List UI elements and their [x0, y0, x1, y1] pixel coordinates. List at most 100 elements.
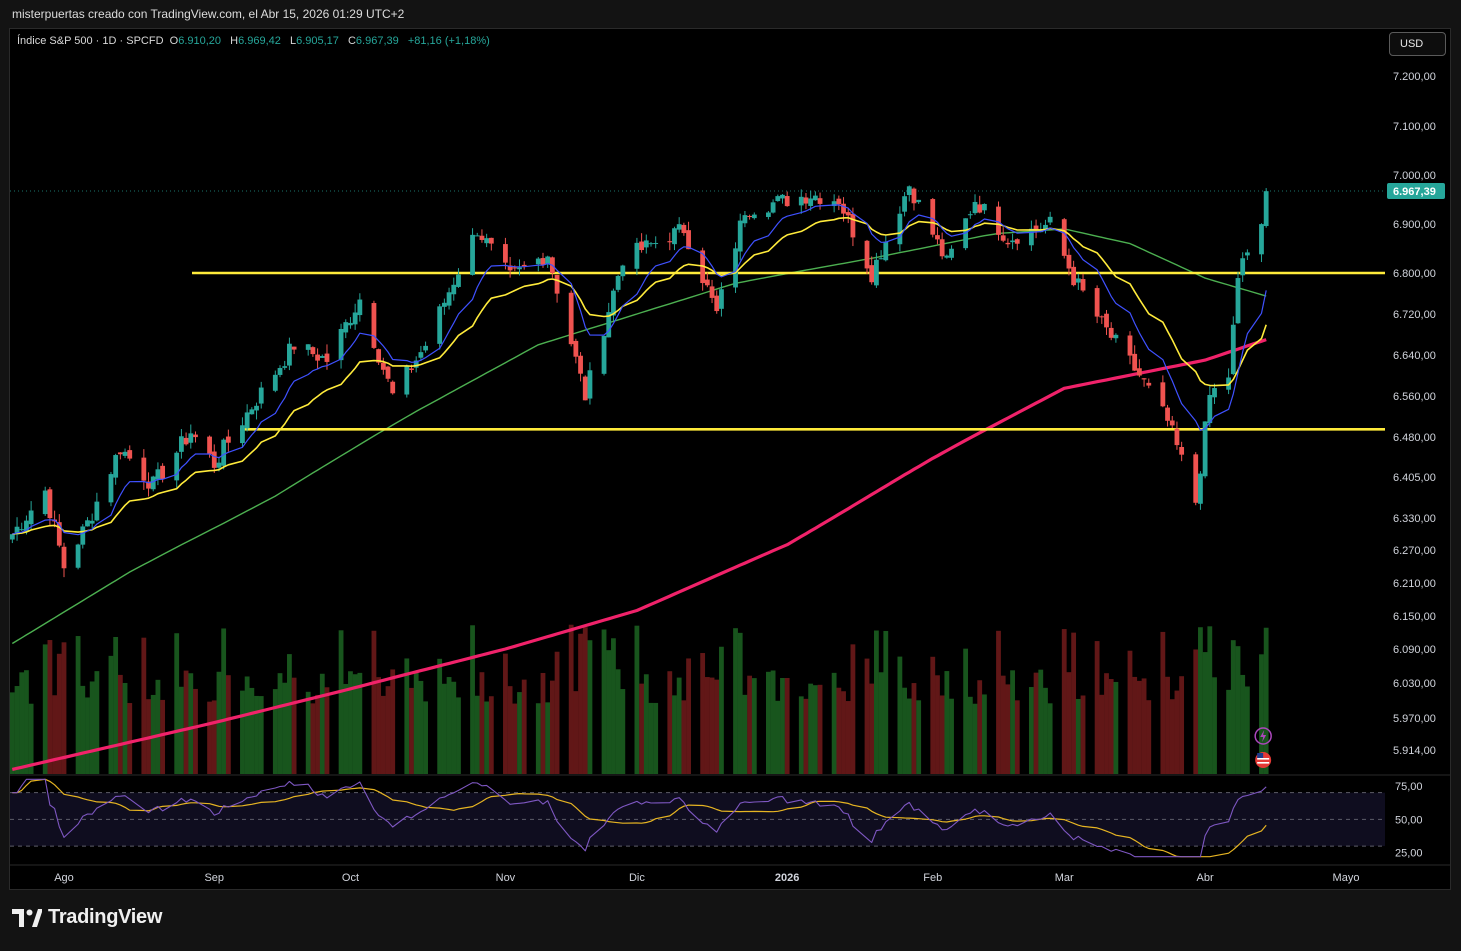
candle[interactable]: [1000, 235, 1006, 241]
candle[interactable]: [1240, 258, 1246, 276]
candle[interactable]: [1263, 191, 1269, 227]
candle[interactable]: [733, 248, 738, 288]
candle[interactable]: [56, 522, 62, 546]
candle[interactable]: [606, 312, 612, 338]
candle[interactable]: [686, 230, 691, 250]
candle[interactable]: [418, 352, 424, 358]
candle[interactable]: [568, 292, 574, 345]
candle[interactable]: [446, 292, 452, 306]
candle[interactable]: [1169, 420, 1175, 426]
candle[interactable]: [1226, 377, 1232, 390]
candle[interactable]: [113, 455, 119, 478]
candle[interactable]: [437, 306, 443, 344]
candle[interactable]: [672, 228, 677, 245]
candle[interactable]: [634, 242, 640, 269]
candle[interactable]: [906, 186, 912, 196]
candle[interactable]: [343, 322, 349, 333]
candle[interactable]: [155, 469, 161, 480]
candle[interactable]: [836, 198, 842, 205]
candle[interactable]: [545, 256, 551, 264]
candle[interactable]: [1075, 278, 1081, 283]
candle[interactable]: [653, 243, 659, 245]
candle[interactable]: [1071, 266, 1077, 286]
currency-button[interactable]: USD: [1389, 32, 1446, 56]
candle[interactable]: [780, 194, 785, 199]
candle[interactable]: [146, 481, 151, 489]
candle[interactable]: [1259, 224, 1264, 255]
candle[interactable]: [704, 279, 710, 286]
candle[interactable]: [1165, 407, 1170, 421]
candle[interactable]: [221, 439, 227, 466]
candle[interactable]: [456, 274, 461, 287]
candle[interactable]: [108, 474, 114, 503]
candle[interactable]: [841, 203, 846, 214]
candle[interactable]: [310, 347, 316, 355]
candle[interactable]: [803, 197, 809, 204]
candle[interactable]: [488, 237, 494, 244]
candle[interactable]: [517, 267, 522, 270]
candle[interactable]: [1028, 228, 1034, 246]
candle[interactable]: [643, 240, 649, 248]
candle[interactable]: [240, 425, 245, 444]
candle[interactable]: [277, 368, 283, 375]
candle[interactable]: [1043, 224, 1048, 231]
candle[interactable]: [376, 349, 382, 363]
candle[interactable]: [1146, 382, 1152, 386]
candle[interactable]: [1160, 382, 1166, 407]
candle[interactable]: [390, 381, 396, 394]
candle[interactable]: [24, 520, 29, 532]
candle[interactable]: [61, 546, 67, 569]
candle[interactable]: [291, 346, 297, 350]
candle[interactable]: [540, 258, 546, 265]
candle[interactable]: [897, 213, 903, 245]
candle[interactable]: [244, 412, 250, 429]
candle[interactable]: [935, 235, 940, 240]
candle[interactable]: [916, 199, 922, 203]
candle[interactable]: [719, 289, 724, 309]
candle[interactable]: [587, 370, 593, 399]
candle[interactable]: [1132, 353, 1138, 371]
candle[interactable]: [122, 451, 128, 456]
candle[interactable]: [1066, 254, 1072, 269]
candle[interactable]: [573, 340, 579, 357]
candle[interactable]: [1230, 324, 1236, 375]
candle[interactable]: [1099, 316, 1105, 318]
candle[interactable]: [1108, 327, 1114, 338]
candle[interactable]: [878, 258, 884, 260]
candle[interactable]: [451, 284, 457, 295]
candle[interactable]: [324, 353, 330, 362]
candle[interactable]: [413, 360, 419, 368]
candle[interactable]: [225, 436, 231, 443]
candle[interactable]: [287, 343, 292, 366]
candle[interactable]: [193, 434, 198, 438]
candle[interactable]: [742, 215, 748, 224]
candle[interactable]: [503, 244, 508, 263]
candle[interactable]: [1193, 454, 1199, 503]
candle[interactable]: [817, 198, 823, 204]
candle[interactable]: [423, 345, 428, 351]
candle[interactable]: [272, 374, 278, 391]
candle[interactable]: [1047, 216, 1053, 223]
candle[interactable]: [747, 215, 753, 217]
candle[interactable]: [85, 520, 90, 527]
candle[interactable]: [1094, 288, 1100, 317]
candle[interactable]: [211, 451, 217, 468]
candle[interactable]: [89, 520, 95, 524]
candle[interactable]: [94, 501, 100, 521]
candle[interactable]: [282, 366, 288, 368]
candle[interactable]: [404, 365, 410, 395]
candle[interactable]: [977, 204, 983, 213]
candle[interactable]: [207, 436, 212, 454]
candle[interactable]: [1038, 229, 1044, 233]
candle[interactable]: [751, 214, 757, 219]
candle[interactable]: [535, 258, 541, 265]
candle[interactable]: [178, 436, 184, 452]
candle[interactable]: [1005, 242, 1011, 245]
candle[interactable]: [1212, 388, 1217, 398]
candle[interactable]: [409, 368, 414, 370]
candle[interactable]: [765, 212, 771, 217]
candle[interactable]: [474, 235, 480, 237]
candle[interactable]: [784, 196, 790, 207]
candle[interactable]: [512, 267, 518, 269]
